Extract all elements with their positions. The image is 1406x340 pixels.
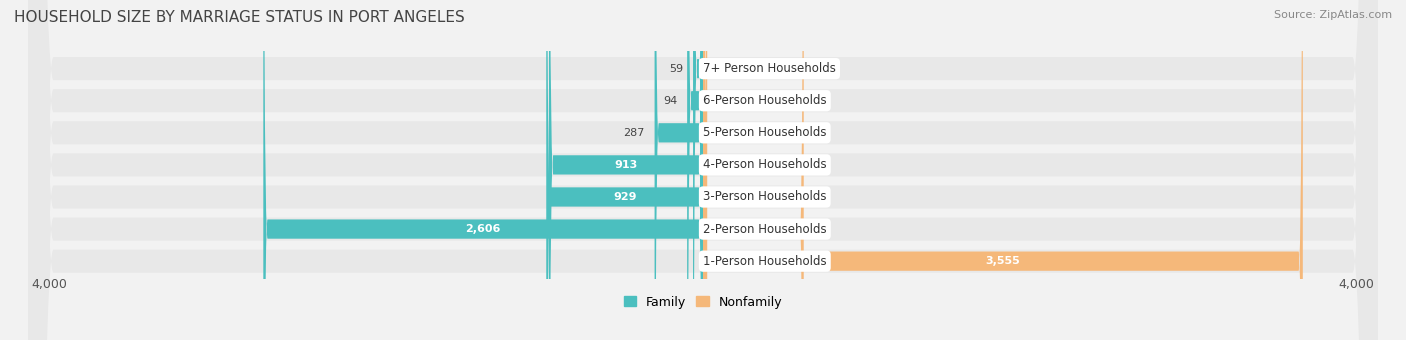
Text: 7+ Person Households: 7+ Person Households: [703, 62, 837, 75]
Text: 2,606: 2,606: [465, 224, 501, 234]
Text: 4,000: 4,000: [31, 278, 67, 291]
Text: HOUSEHOLD SIZE BY MARRIAGE STATUS IN PORT ANGELES: HOUSEHOLD SIZE BY MARRIAGE STATUS IN POR…: [14, 10, 465, 25]
FancyBboxPatch shape: [263, 0, 703, 340]
FancyBboxPatch shape: [28, 0, 1378, 340]
FancyBboxPatch shape: [28, 0, 1378, 340]
FancyBboxPatch shape: [702, 0, 707, 340]
Text: 13: 13: [716, 160, 730, 170]
Text: Source: ZipAtlas.com: Source: ZipAtlas.com: [1274, 10, 1392, 20]
Text: 287: 287: [623, 128, 644, 138]
FancyBboxPatch shape: [28, 0, 1378, 340]
FancyBboxPatch shape: [655, 0, 703, 340]
Text: 5-Person Households: 5-Person Households: [703, 126, 827, 139]
FancyBboxPatch shape: [703, 0, 804, 340]
FancyBboxPatch shape: [28, 0, 1378, 340]
FancyBboxPatch shape: [700, 0, 707, 340]
FancyBboxPatch shape: [703, 0, 1303, 340]
FancyBboxPatch shape: [548, 0, 703, 340]
FancyBboxPatch shape: [703, 0, 707, 340]
Text: 3,555: 3,555: [986, 256, 1021, 266]
Text: 25: 25: [717, 192, 731, 202]
Text: 9: 9: [714, 128, 721, 138]
Text: 597: 597: [742, 224, 765, 234]
Legend: Family, Nonfamily: Family, Nonfamily: [619, 291, 787, 313]
Text: 94: 94: [662, 96, 678, 106]
Text: 2-Person Households: 2-Person Households: [703, 223, 827, 236]
Text: 3-Person Households: 3-Person Households: [703, 190, 827, 203]
FancyBboxPatch shape: [28, 0, 1378, 340]
FancyBboxPatch shape: [688, 0, 703, 340]
FancyBboxPatch shape: [693, 0, 703, 340]
FancyBboxPatch shape: [28, 0, 1378, 340]
Text: 4-Person Households: 4-Person Households: [703, 158, 827, 171]
FancyBboxPatch shape: [28, 0, 1378, 340]
FancyBboxPatch shape: [547, 0, 703, 340]
Text: 59: 59: [669, 64, 683, 74]
Text: 913: 913: [614, 160, 637, 170]
Text: 1-Person Households: 1-Person Households: [703, 255, 827, 268]
Text: 4,000: 4,000: [1339, 278, 1375, 291]
Text: 929: 929: [613, 192, 637, 202]
Text: 6-Person Households: 6-Person Households: [703, 94, 827, 107]
